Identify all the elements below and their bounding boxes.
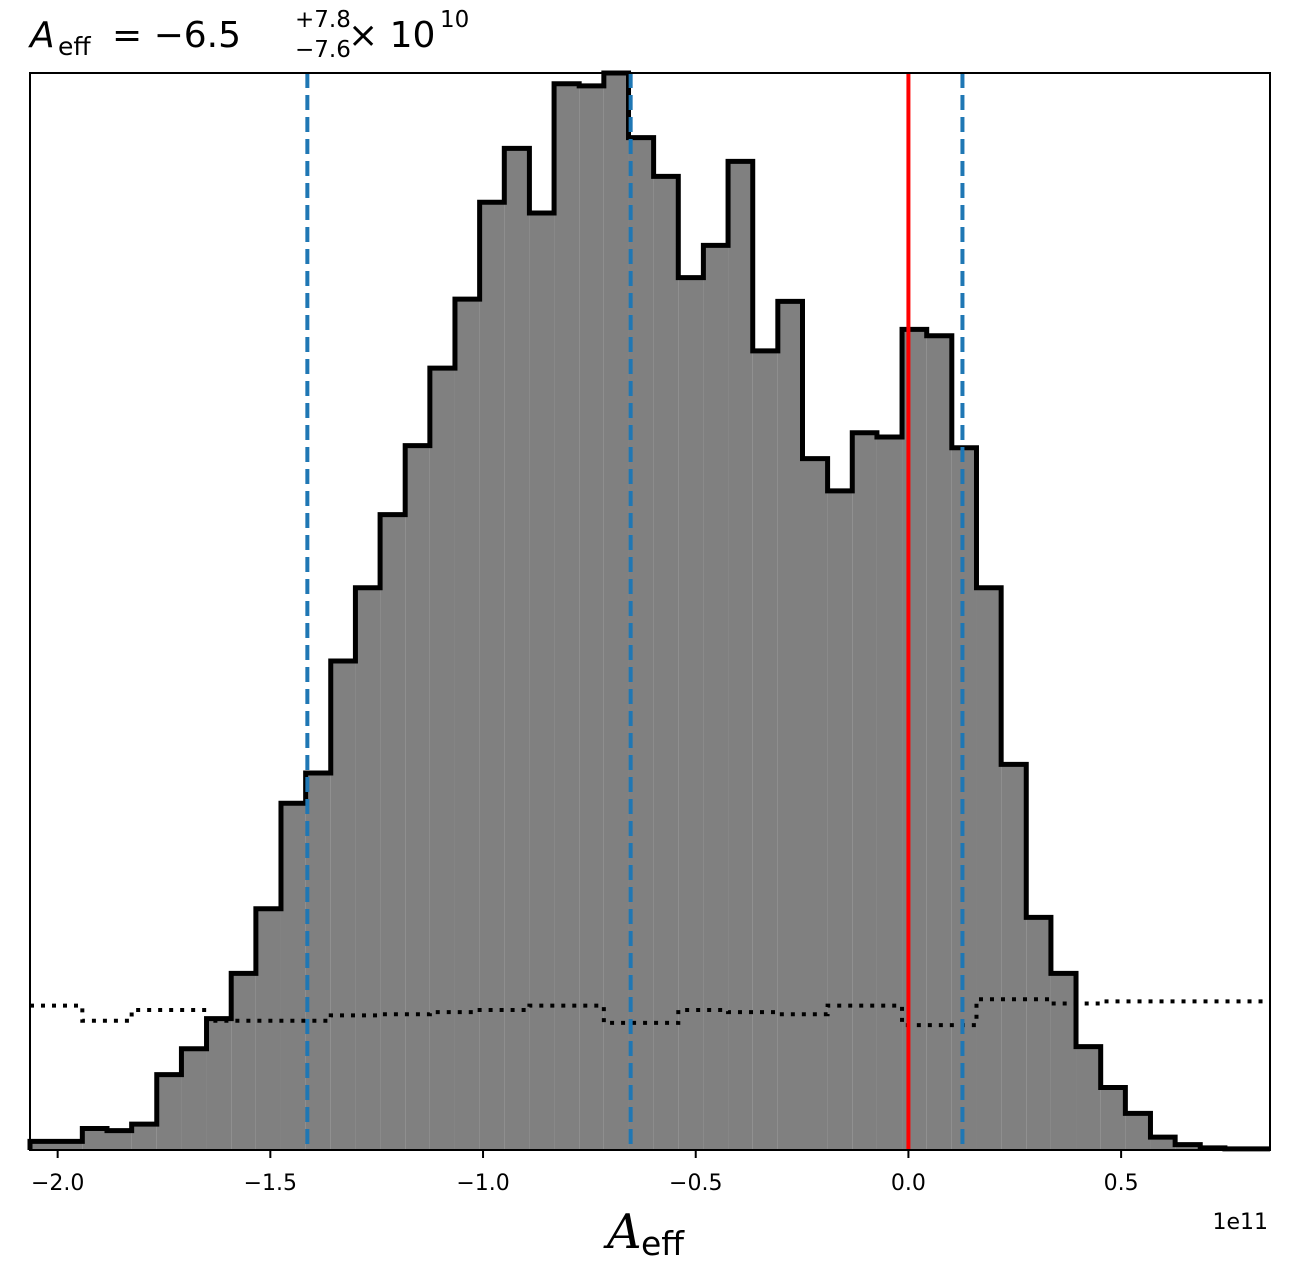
- histogram-bar: [280, 803, 306, 1150]
- x-axis-ticks: −2.0 −1.5 −1.0 −0.5 0.0 0.5: [31, 1150, 1139, 1196]
- histogram-bar: [653, 176, 679, 1151]
- title-symbol: A: [28, 15, 55, 56]
- histogram-bar: [777, 301, 803, 1151]
- histogram-bar: [1175, 1144, 1201, 1150]
- histogram-bar: [405, 445, 430, 1151]
- histogram-bar: [902, 329, 927, 1150]
- xlabel-symbol: A: [603, 1204, 642, 1260]
- histogram-bar: [554, 83, 580, 1150]
- histogram-bar: [1100, 1087, 1126, 1150]
- histogram-outline: [27, 70, 1270, 1152]
- title-lower-error: −7.6: [295, 37, 351, 63]
- histogram-bar: [728, 161, 753, 1151]
- histogram-bar: [926, 335, 952, 1151]
- histogram-bar: [628, 137, 654, 1150]
- histogram-bar: [106, 1130, 132, 1150]
- histogram-bar: [131, 1124, 157, 1150]
- histogram-bar: [206, 1018, 232, 1150]
- plot-frame: [29, 72, 1271, 1151]
- histogram-bar: [752, 350, 778, 1151]
- histogram-bar: [231, 973, 256, 1150]
- title-value: = −6.5: [112, 15, 241, 56]
- x-tick-label: −0.5: [669, 1171, 722, 1196]
- histogram-bar: [1150, 1137, 1176, 1150]
- histogram-bar: [30, 1141, 83, 1150]
- histogram-bar: [1001, 764, 1027, 1150]
- x-offset-label: 1e11: [1212, 1210, 1268, 1235]
- histogram-bar: [876, 437, 903, 1150]
- chart-title: A eff = −6.5 +7.8 −7.6 × 10 10: [28, 7, 469, 63]
- x-tick-label: −2.0: [31, 1171, 84, 1196]
- histogram-bar: [1026, 917, 1051, 1150]
- histogram-bar: [1050, 973, 1077, 1150]
- histogram-bar: [156, 1074, 182, 1150]
- reference-lines-layer: [305, 73, 965, 1150]
- histogram-bar: [82, 1128, 107, 1150]
- histogram-bar: [255, 908, 281, 1150]
- histogram-bar: [703, 245, 729, 1150]
- histogram-bar: [827, 490, 853, 1151]
- x-tick-label: −1.5: [244, 1171, 297, 1196]
- histogram-bar: [1125, 1113, 1151, 1150]
- x-tick-label: 0.0: [891, 1171, 926, 1196]
- histogram-bar: [330, 661, 356, 1150]
- histogram-bar: [579, 85, 604, 1151]
- x-tick-label: −1.0: [456, 1171, 509, 1196]
- title-exponent: 10: [440, 7, 469, 33]
- histogram-layer: [27, 70, 1270, 1152]
- histogram-bar: [1076, 1046, 1101, 1150]
- histogram-bar: [603, 73, 629, 1150]
- histogram-bar: [529, 213, 555, 1150]
- x-tick-label: 0.5: [1104, 1171, 1139, 1196]
- histogram-bar: [802, 458, 828, 1150]
- histogram-bar: [504, 148, 530, 1150]
- x-axis-label: A eff: [603, 1204, 685, 1263]
- histogram-bar: [852, 432, 877, 1150]
- histogram-bar: [976, 587, 1002, 1150]
- histogram-bar: [380, 514, 406, 1150]
- title-symbol-subscript: eff: [58, 32, 91, 61]
- title-upper-error: +7.8: [295, 7, 351, 33]
- histogram-bar: [678, 277, 704, 1150]
- histogram-bar: [305, 773, 331, 1150]
- histogram-bar: [454, 299, 480, 1150]
- title-multiplier: × 10: [348, 15, 435, 56]
- histogram-bar: [181, 1048, 207, 1150]
- histogram-bar: [479, 202, 505, 1151]
- xlabel-subscript: eff: [641, 1224, 685, 1263]
- histogram-bar: [355, 587, 381, 1150]
- histogram-bar: [429, 368, 455, 1150]
